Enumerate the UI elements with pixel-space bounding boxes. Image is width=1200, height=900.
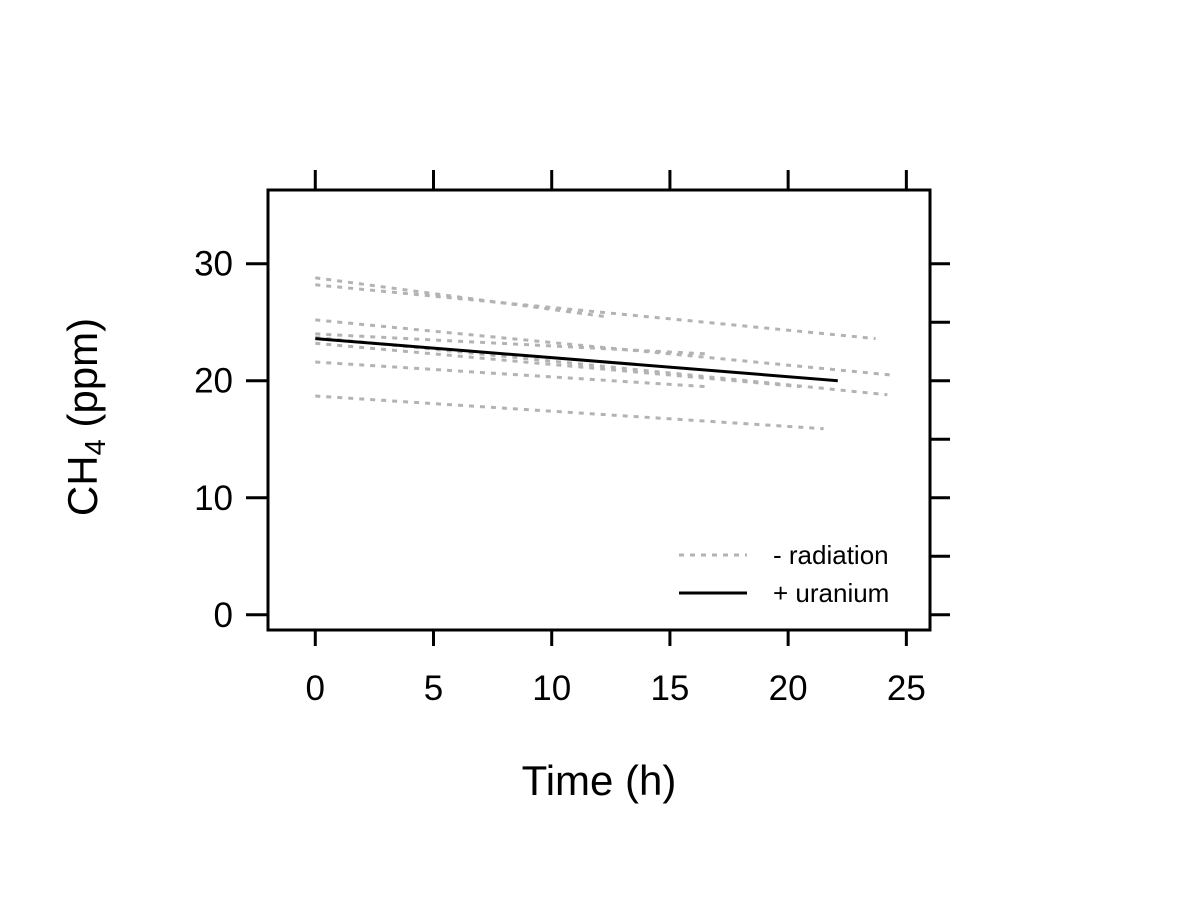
x-tick-label-3: 15 [650,669,689,708]
x-tick-label-5: 25 [887,669,926,708]
radiation-series-line-1 [315,283,876,341]
y-axis-title-subscript: 4 [80,439,112,455]
x-tick-label-0: 0 [306,669,325,708]
legend: - radiation + uranium [679,540,889,608]
x-tick-label-1: 5 [424,669,443,708]
radiation-series-line-7 [315,394,824,431]
x-tick-label-2: 10 [532,669,571,708]
y-axis-title-main: CH [59,455,106,516]
axis-ticks [246,170,950,646]
x-tick-label-4: 20 [769,669,808,708]
y-axis-title-rest: (ppm) [59,318,106,439]
legend-label-radiation: - radiation [773,540,889,570]
uranium-series-line-8 [315,337,838,383]
y-tick-label-1: 10 [194,479,233,518]
legend-label-uranium: + uranium [773,578,889,608]
series-group [315,276,890,431]
radiation-series-line-4 [315,341,801,389]
y-tick-label-0: 0 [214,596,233,635]
tick-labels: 0 5 10 15 20 25 0 10 20 30 [194,245,926,708]
y-axis-title: CH4 (ppm) [59,318,112,516]
plot-frame [266,188,932,632]
radiation-series-line-0 [315,276,604,318]
radiation-series-line-5 [315,335,888,397]
y-tick-label-3: 30 [194,245,233,284]
y-tick-label-2: 20 [194,362,233,401]
x-axis-title: Time (h) [522,757,677,804]
